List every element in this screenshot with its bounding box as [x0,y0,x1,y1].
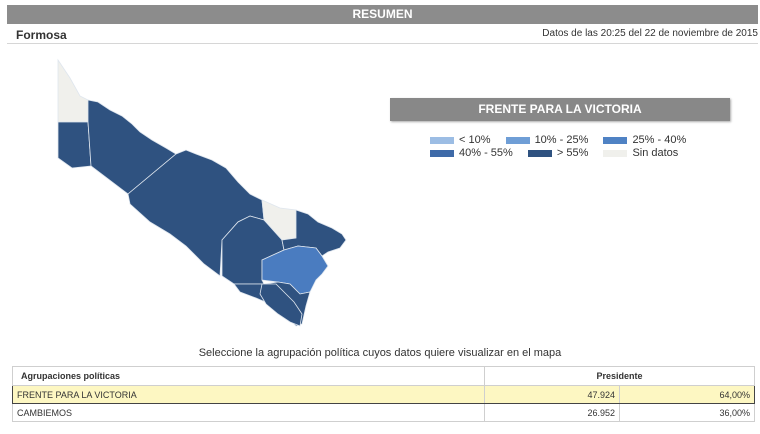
legend-label: < 10% [459,134,491,147]
legend-item-10-25: 10% - 25% [505,134,589,147]
party-name[interactable]: CAMBIEMOS [12,403,485,422]
legend-label: 10% - 25% [534,134,589,147]
table-header-row: Agrupaciones políticas Presidente [12,366,755,386]
map-department-west[interactable] [57,121,92,169]
legend-swatch [430,136,454,144]
legend-item-40-55: 40% - 55% [430,147,513,159]
table-row-fpv[interactable]: FRENTE PARA LA VICTORIA 47.924 64,00% [12,385,755,404]
province-map [0,44,360,344]
legend-row: < 10% 10% - 25% 25% - 40% [430,134,730,146]
selected-party-label: FRENTE PARA LA VICTORIA [478,102,642,116]
party-votes: 47.924 [484,385,620,404]
legend-swatch [430,149,454,157]
legend-swatch [603,136,628,144]
party-percent: 64,00% [619,385,755,404]
party-percent: 36,00% [619,403,755,422]
legend-label: 25% - 40% [632,134,687,147]
province-name: Formosa [16,28,67,42]
legend-item-gt55: > 55% [527,147,589,160]
legend-swatch [527,149,552,157]
legend-label: 40% - 55% [459,147,513,160]
subheader: Formosa Datos de las 20:25 del 22 de nov… [7,24,758,44]
results-table: Agrupaciones políticas Presidente FRENTE… [12,366,755,422]
legend-swatch [505,136,530,144]
selected-party-title: FRENTE PARA LA VICTORIA [390,98,730,121]
legend-swatch [603,149,628,157]
map-instruction: Seleccione la agrupación política cuyos … [198,347,562,359]
legend-item-lt10: < 10% [430,134,491,146]
legend-row: 40% - 55% > 55% Sin datos [430,147,730,159]
map-svg [57,58,347,327]
summary-header: RESUMEN [7,5,758,24]
map-department-north[interactable] [87,99,177,195]
legend-label: Sin datos [632,147,679,160]
map-department-northwest[interactable] [57,58,89,123]
party-name[interactable]: FRENTE PARA LA VICTORIA [12,385,485,404]
legend-item-25-40: 25% - 40% [603,134,686,146]
party-votes: 26.952 [484,403,620,422]
data-timestamp: Datos de las 20:25 del 22 de noviembre d… [542,28,758,39]
summary-title: RESUMEN [352,7,413,21]
header-party: Agrupaciones políticas [12,366,485,386]
table-row-cambiemos[interactable]: CAMBIEMOS 26.952 36,00% [12,403,755,422]
legend-label: > 55% [556,147,589,160]
map-department-southern-tip[interactable] [259,283,303,327]
map-legend: < 10% 10% - 25% 25% - 40% 40% - 55% > 55… [430,134,730,160]
map-department-east[interactable] [281,209,347,257]
header-president: Presidente [484,366,755,386]
legend-item-no-data: Sin datos [603,147,678,159]
